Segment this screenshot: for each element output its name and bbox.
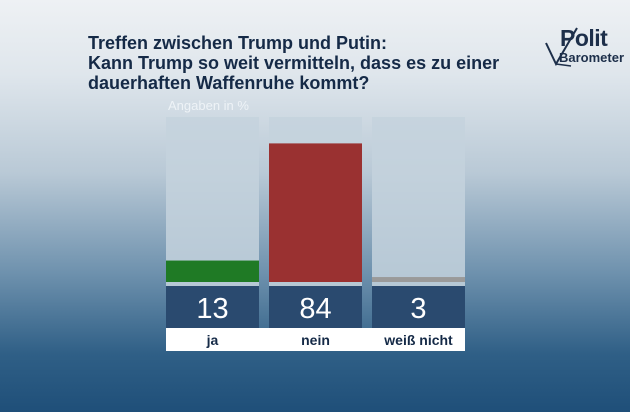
data-label-1: 13	[196, 293, 228, 325]
politbarometer-logo: Polit Barometer	[543, 22, 630, 72]
chart-title: Treffen zwischen Trump und Putin: Kann T…	[88, 33, 558, 93]
category-label-1: ja	[206, 332, 219, 348]
title-line-1: Treffen zwischen Trump und Putin:	[88, 33, 388, 53]
category-label-3: weiß nicht	[383, 332, 453, 348]
bar-track-3	[372, 117, 465, 286]
value-box-2	[269, 286, 362, 328]
title-line-2: Kann Trump so weit vermitteln, dass es z…	[88, 53, 500, 73]
data-label-2: 84	[299, 293, 331, 325]
checkmark-logo-icon	[545, 27, 578, 67]
value-box-1	[166, 286, 259, 328]
bar-track-1	[166, 117, 259, 286]
logo-word-barometer: Barometer	[559, 50, 625, 65]
logo-word-polit: Polit	[560, 25, 608, 51]
data-label-3: 3	[410, 293, 426, 325]
unit-label: Angaben in %	[168, 98, 249, 113]
bar-3	[372, 277, 465, 282]
bar-1	[166, 260, 259, 282]
title-line-3: dauerhaften Waffenruhe kommt?	[88, 73, 370, 93]
category-label-row	[166, 328, 465, 351]
bar-2	[269, 143, 362, 282]
category-label-2: nein	[301, 332, 330, 348]
value-box-3	[372, 286, 465, 328]
